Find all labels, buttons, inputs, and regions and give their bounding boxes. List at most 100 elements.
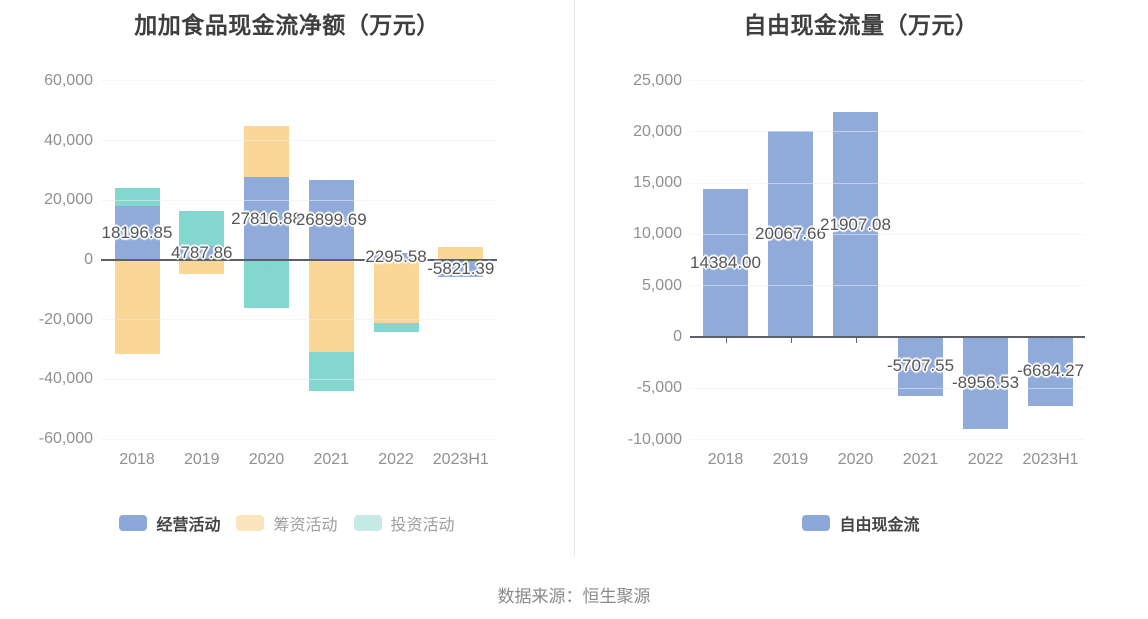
bar-筹资活动-2020	[244, 126, 290, 177]
x-axis-label-2018: 2018	[119, 451, 155, 468]
legend-swatch-icon	[802, 515, 831, 531]
legend-item-经营活动[interactable]: 经营活动	[119, 511, 220, 535]
bar-经营活动-2021	[308, 179, 354, 261]
bar-筹资活动-2023H1	[438, 246, 484, 261]
data-source-note: 数据来源：恒生聚源	[497, 587, 651, 606]
x-axis-tick	[725, 338, 727, 343]
gridline	[690, 387, 1085, 389]
gridline	[690, 131, 1085, 133]
gridline	[101, 199, 497, 201]
y-tick-label: 0	[673, 328, 682, 345]
value-label-2019: 20067.66	[755, 224, 826, 244]
bar-自由现金流-2022	[963, 337, 1008, 429]
bar-经营活动-2018	[114, 205, 160, 261]
y-tick-label: 10,000	[633, 225, 682, 243]
bar-投资活动-2022	[373, 323, 419, 332]
x-axis-label-2023H1: 2023H1	[1022, 451, 1079, 468]
y-tick-label: -20,000	[38, 310, 93, 328]
bar-投资活动-2020	[244, 260, 290, 308]
legend-item-筹资活动[interactable]: 筹资活动	[236, 511, 338, 535]
chart-plot-free-cashflow: 25,000 20,000 15,000 10,000 5,000 0 -5,000 -10,…	[574, 0, 1148, 560]
bar-投资活动-2018	[114, 188, 160, 206]
bar-自由现金流-2018	[703, 189, 748, 337]
legend-swatch-icon	[236, 515, 265, 531]
legend-label: 经营活动	[156, 517, 221, 534]
x-axis-line	[690, 336, 1085, 338]
bar-自由现金流-2021	[898, 337, 943, 396]
y-tick-label: 25,000	[633, 71, 682, 89]
value-label-2019: 4787.86	[171, 242, 233, 262]
gridline	[690, 285, 1085, 287]
legend-cashflow-net: 经营活动 筹资活动 投资活动	[0, 512, 574, 534]
y-tick-label: 60,000	[44, 71, 93, 89]
gridline	[690, 233, 1085, 235]
x-axis-label-2023H1: 2023H1	[432, 451, 489, 468]
value-label-2021: -5707.55	[886, 356, 955, 376]
chart-panel-free-cashflow: 自由现金流量（万元） 25,000 20,000 15,000 10,000 5,000…	[574, 0, 1148, 560]
value-label-2018: 14384.00	[690, 253, 761, 273]
bar-筹资活动-2022	[373, 260, 419, 324]
value-label-2020: 21907.08	[820, 214, 891, 234]
gridline	[101, 319, 497, 321]
value-label-2021: 26899.69	[295, 209, 367, 229]
legend-label: 筹资活动	[273, 517, 338, 534]
value-label-2022: -8956.53	[951, 372, 1020, 392]
y-tick-label: -40,000	[38, 370, 93, 388]
legend-label: 自由现金流	[839, 517, 920, 534]
x-axis-label-2018: 2018	[707, 451, 744, 468]
bar-自由现金流-2020	[833, 112, 878, 337]
gridline	[690, 439, 1085, 441]
x-axis-tick	[790, 338, 792, 343]
x-axis-label-2020: 2020	[837, 451, 874, 468]
bar-自由现金流-2023H1	[1028, 337, 1073, 406]
gridline	[690, 80, 1085, 81]
chart-title-cashflow-net: 加加食品现金流净额（万元）	[134, 12, 440, 38]
y-tick-label: 15,000	[633, 174, 682, 192]
gridline	[101, 378, 497, 380]
y-tick-label: -5,000	[636, 379, 682, 397]
gridline	[101, 438, 497, 440]
chart-plot-cashflow-net: 60,000 40,000 20,000 0 -20,000 -40,000 -60,000…	[0, 0, 574, 560]
value-label-2023H1: -6684.27	[1016, 361, 1085, 381]
x-axis-label-2021: 2021	[313, 451, 350, 468]
chart-title-free-cashflow: 自由现金流量（万元）	[743, 12, 979, 38]
bar-经营活动-2020	[244, 176, 290, 261]
chart-panel-cashflow-net: 加加食品现金流净额（万元） 60,000 40,000 20,000 0 -20,000…	[0, 0, 574, 560]
bar-经营活动-2019	[179, 245, 225, 261]
bar-筹资活动-2021	[308, 260, 354, 352]
value-label-2023H1: -5821.39	[427, 258, 495, 278]
x-axis-label-2021: 2021	[902, 451, 939, 468]
value-label-2018: 18196.85	[101, 222, 173, 242]
value-label-2020: 27816.88	[231, 208, 302, 228]
y-tick-label: 0	[84, 251, 93, 269]
value-label-2022: 2295.58	[365, 246, 427, 266]
bar-筹资活动-2018	[114, 260, 160, 355]
legend-swatch-icon	[353, 515, 382, 531]
bar-投资活动-2021	[308, 352, 354, 391]
gridline	[690, 182, 1085, 184]
legend-item-投资活动[interactable]: 投资活动	[353, 511, 455, 535]
x-axis-tick	[855, 338, 857, 343]
legend-free-cashflow: 自由现金流	[574, 512, 1148, 534]
bar-投资活动-2019	[179, 211, 225, 246]
x-axis-label-2022: 2022	[967, 451, 1004, 468]
gridline	[101, 140, 497, 142]
x-axis-label-2019: 2019	[183, 451, 220, 468]
x-axis-label-2019: 2019	[772, 451, 809, 468]
y-tick-label: 5,000	[641, 276, 682, 294]
legend-item-自由现金流[interactable]: 自由现金流	[802, 511, 920, 535]
bar-筹资活动-2019	[179, 260, 225, 275]
x-axis-line	[101, 259, 497, 262]
x-axis-label-2020: 2020	[248, 451, 285, 468]
y-tick-label: 20,000	[633, 122, 682, 140]
y-tick-label: -10,000	[627, 430, 682, 448]
legend-swatch-icon	[119, 515, 148, 531]
y-tick-label: 40,000	[44, 131, 93, 149]
y-tick-label: 20,000	[44, 191, 93, 209]
x-axis-label-2022: 2022	[378, 451, 414, 468]
legend-label: 投资活动	[390, 517, 455, 534]
panel-divider	[574, 0, 575, 556]
bar-经营活动-2023H1	[438, 260, 484, 278]
gridline	[101, 80, 497, 82]
